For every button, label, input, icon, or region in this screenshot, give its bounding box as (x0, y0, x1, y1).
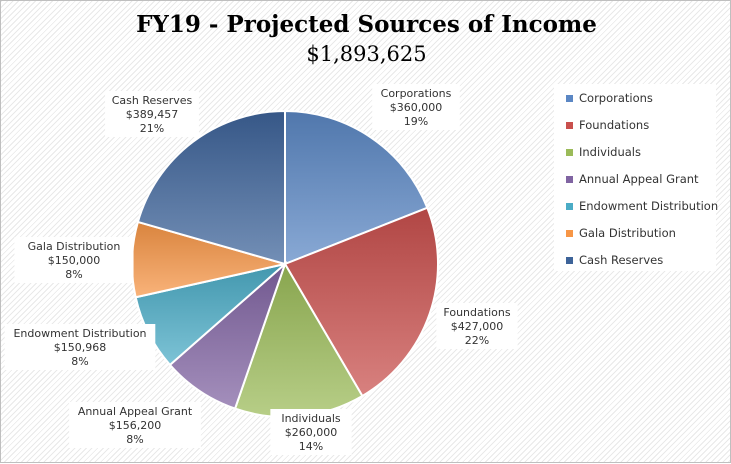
label-percent: 8% (71, 355, 88, 368)
label-name: Individuals (281, 412, 341, 425)
label-percent: 19% (404, 115, 428, 128)
legend-swatch (566, 94, 573, 102)
legend-label: Gala Distribution (579, 226, 676, 240)
label-name: Corporations (381, 87, 452, 100)
label-name: Annual Appeal Grant (78, 405, 193, 418)
label-percent: 8% (126, 433, 143, 446)
label-value: $156,200 (109, 419, 162, 432)
legend-label: Corporations (579, 91, 653, 105)
legend-item-endowment-distribution: Endowment Distribution (566, 198, 718, 214)
legend-swatch (566, 121, 573, 129)
label-percent: 21% (140, 122, 164, 135)
legend-item-corporations: Corporations (566, 90, 653, 106)
label-percent: 14% (299, 440, 323, 453)
label-name: Cash Reserves (112, 94, 193, 107)
legend-label: Annual Appeal Grant (579, 172, 699, 186)
legend: Corporations Foundations Individuals Annual… (554, 84, 718, 271)
pie-slice-corporations (284, 109, 429, 266)
legend-item-individuals: Individuals (566, 144, 641, 160)
legend-swatch (566, 256, 573, 264)
label-name: Gala Distribution (28, 240, 121, 253)
label-name: Foundations (443, 306, 510, 319)
label-value: $427,000 (451, 320, 504, 333)
legend-item-foundations: Foundations (566, 117, 649, 133)
legend-item-cash-reserves: Cash Reserves (566, 252, 663, 268)
pie-slice-foundations (283, 206, 439, 398)
legend-label: Individuals (579, 145, 641, 159)
legend-label: Cash Reserves (579, 253, 664, 267)
label-value: $360,000 (390, 101, 443, 114)
pie-slice-cash-reserves (136, 109, 286, 266)
label-value: $260,000 (285, 426, 338, 439)
legend-item-annual-appeal-grant: Annual Appeal Grant (566, 171, 699, 187)
label-percent: 22% (465, 334, 489, 347)
chart-subtitle: $1,893,625 (306, 42, 427, 66)
legend-label: Endowment Distribution (579, 199, 719, 213)
label-value: $389,457 (126, 108, 179, 121)
label-value: $150,000 (48, 254, 101, 267)
legend-swatch (566, 148, 573, 156)
legend-item-gala-distribution: Gala Distribution (566, 225, 676, 241)
chart-title: FY19 - Projected Sources of Income (136, 11, 597, 38)
legend-swatch (566, 202, 573, 210)
label-percent: 8% (65, 268, 82, 281)
legend-swatch (566, 175, 573, 183)
legend-swatch (566, 229, 573, 237)
label-name: Endowment Distribution (13, 327, 146, 340)
label-value: $150,968 (54, 341, 107, 354)
legend-label: Foundations (579, 118, 650, 132)
